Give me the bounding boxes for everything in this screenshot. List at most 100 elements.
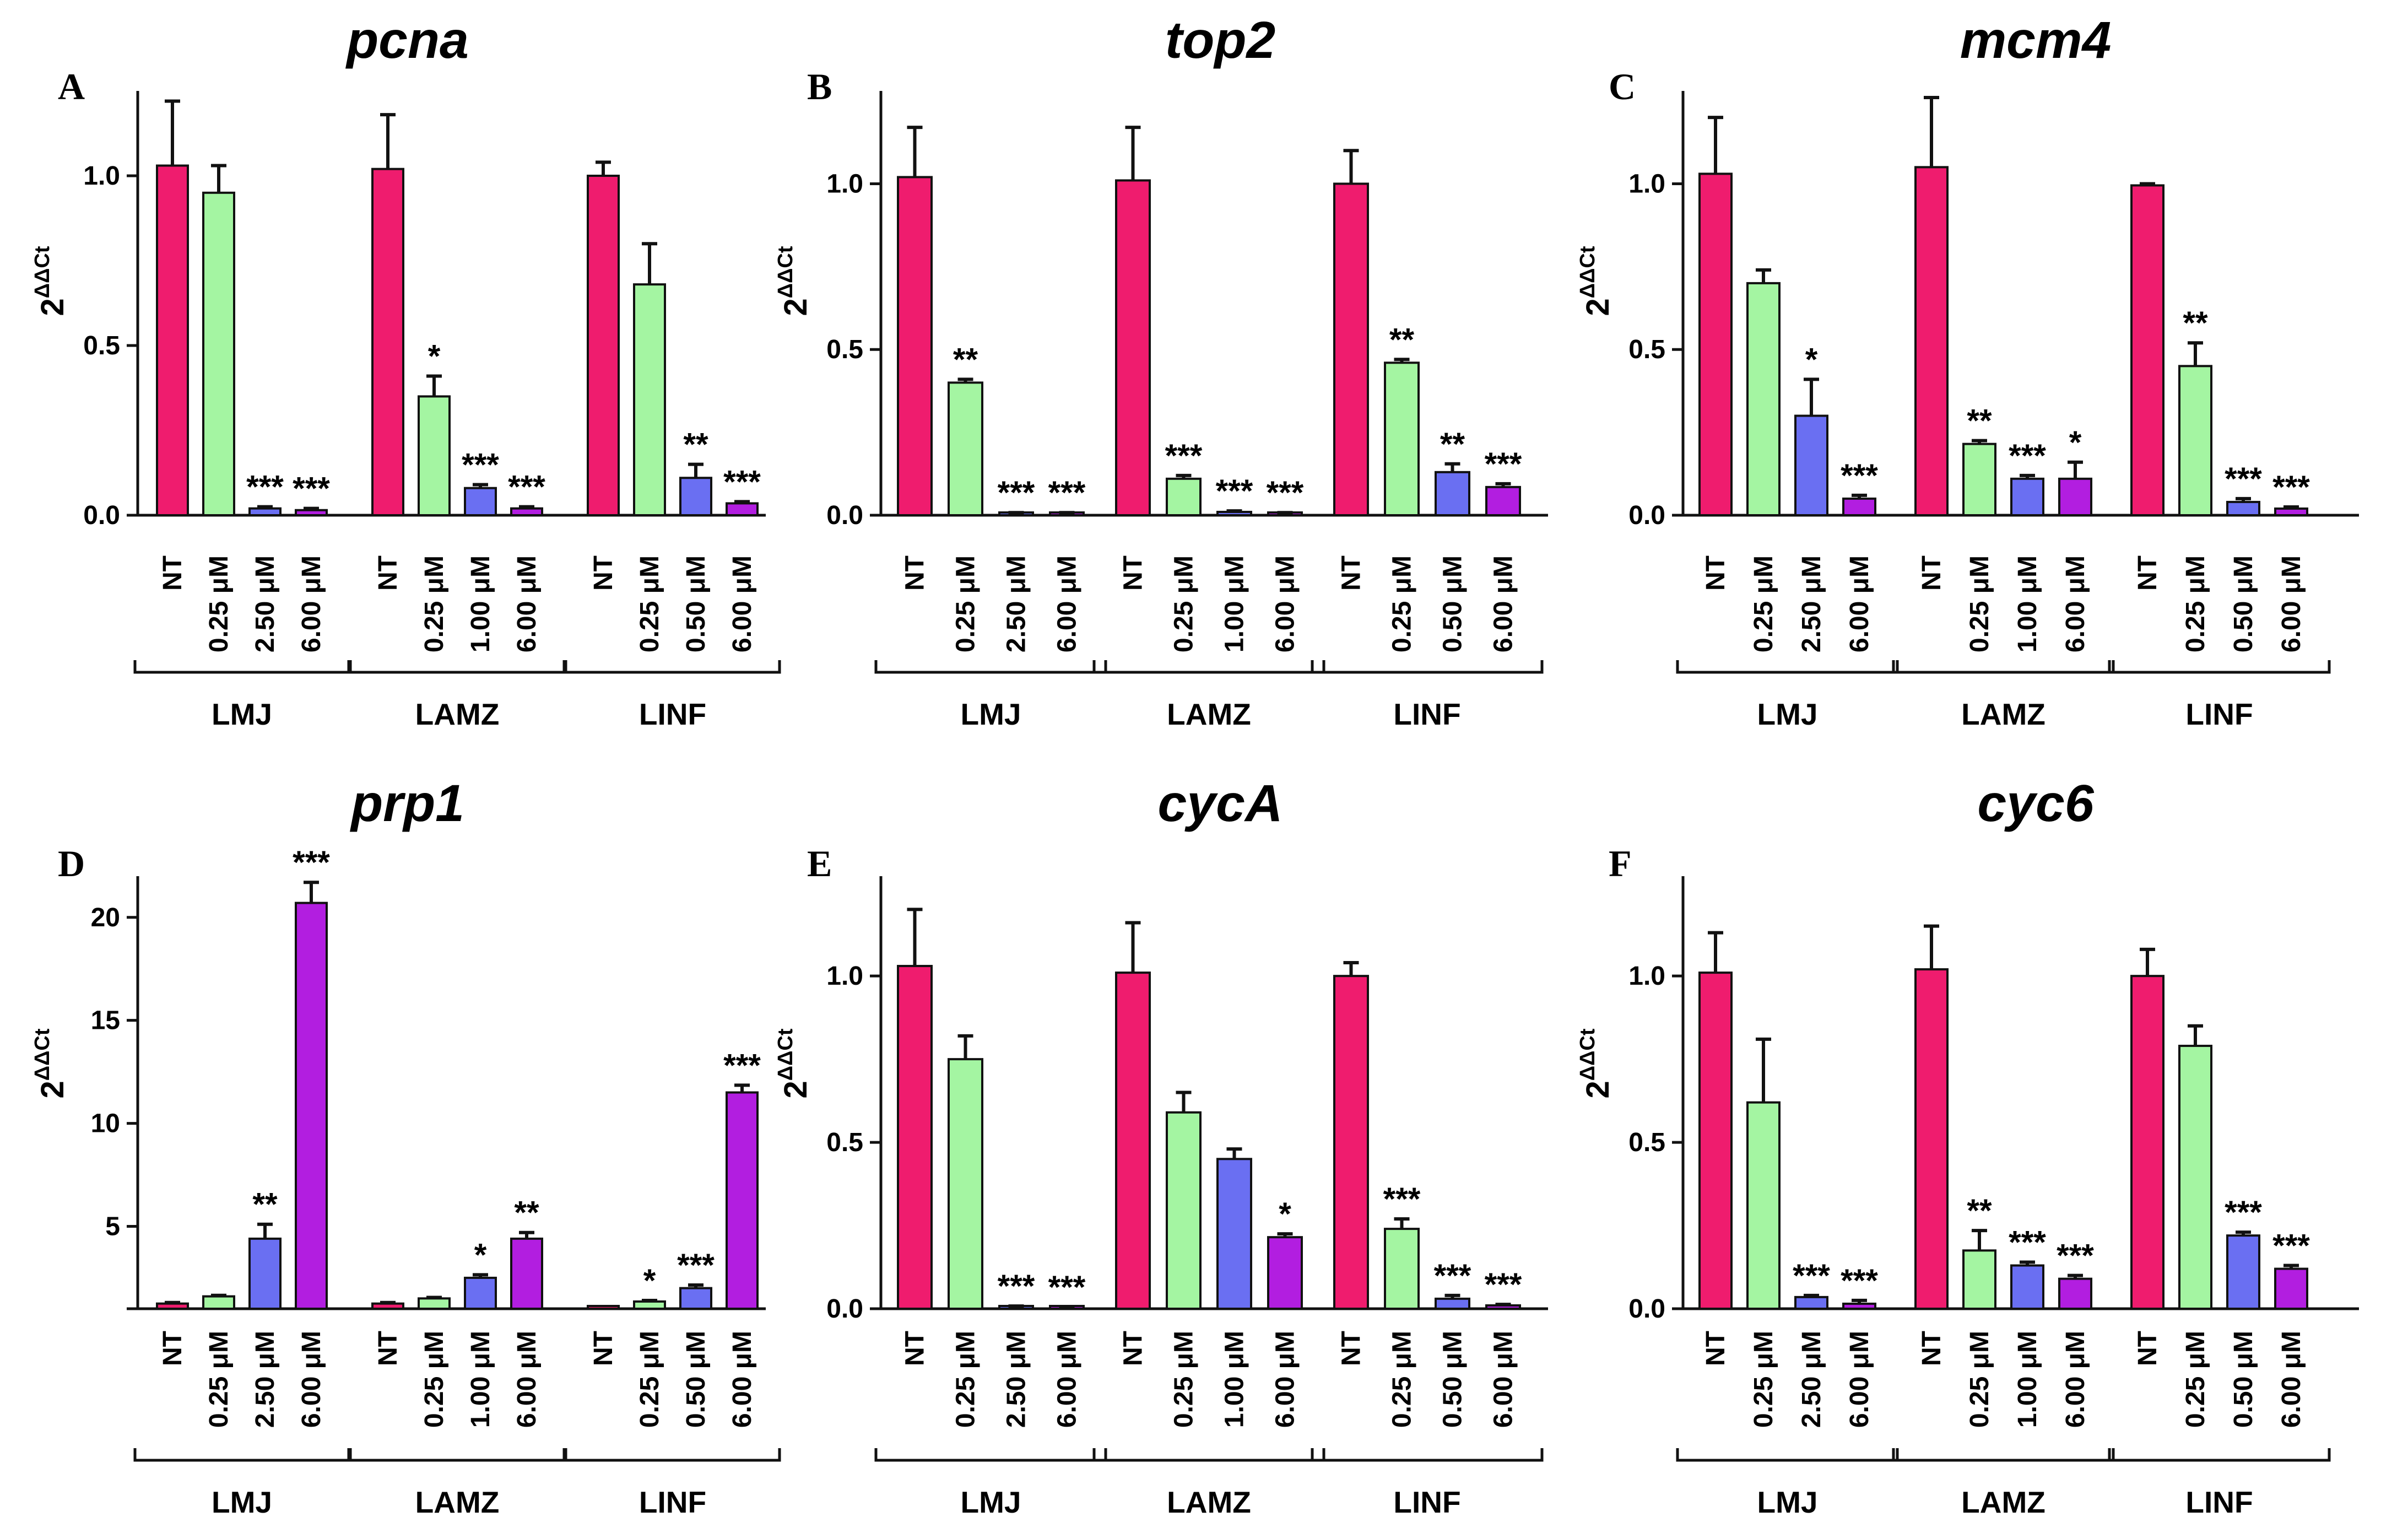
bar xyxy=(202,191,235,516)
bar xyxy=(464,1276,497,1310)
group-label: LMJ xyxy=(961,1485,1021,1519)
x-category-label: 0.25 μM xyxy=(1388,1331,1417,1428)
bar xyxy=(633,1300,666,1310)
bar xyxy=(2010,477,2044,516)
significance-marker: *** xyxy=(1434,1258,1471,1294)
y-axis-label: 2ΔΔCt xyxy=(31,1028,71,1098)
y-axis-label-base: 2 xyxy=(35,298,71,316)
y-tick-label: 0.0 xyxy=(826,501,863,530)
y-tick-label: 0.0 xyxy=(1628,1294,1665,1324)
bar xyxy=(587,1305,620,1310)
x-category-label: 6.00 μM xyxy=(512,1331,542,1428)
bar xyxy=(1384,1228,1420,1310)
significance-marker: *** xyxy=(1048,475,1086,511)
x-category-label: 6.00 μM xyxy=(728,555,757,652)
bar xyxy=(1698,971,1733,1310)
panel-letter: C xyxy=(1609,66,1636,107)
significance-marker: ** xyxy=(252,1187,278,1223)
bar xyxy=(371,1302,404,1310)
x-category-label: 0.50 μM xyxy=(681,555,711,652)
x-category-label: 0.50 μM xyxy=(1438,1331,1468,1428)
x-category-label: NT xyxy=(901,1331,930,1366)
y-axis-label-exponent: ΔΔCt xyxy=(774,246,797,298)
x-category-label: NT xyxy=(374,1331,403,1366)
x-category-label: NT xyxy=(374,555,403,591)
x-category-label: NT xyxy=(1119,555,1148,591)
bar xyxy=(1216,1158,1252,1310)
bar xyxy=(1333,975,1369,1310)
group-label: LINF xyxy=(639,1485,706,1519)
significance-marker: *** xyxy=(293,471,330,507)
significance-marker: ** xyxy=(1389,322,1415,358)
x-category-label: NT xyxy=(1337,1331,1366,1366)
significance-marker: *** xyxy=(2057,1238,2094,1274)
x-category-label: 6.00 μM xyxy=(1489,555,1518,652)
group-bracket xyxy=(1892,1448,2115,1462)
y-tick-label: 0.0 xyxy=(1628,501,1665,530)
x-category-label: 2.50 μM xyxy=(1002,555,1031,652)
significance-marker: *** xyxy=(1165,438,1203,474)
bar xyxy=(1962,442,1996,516)
panel-title: mcm4 xyxy=(1960,11,2112,69)
group-bracket xyxy=(564,660,781,674)
y-axis-label: 2ΔΔCt xyxy=(1576,246,1616,316)
x-category-label: 0.25 μM xyxy=(2181,555,2210,652)
x-category-label: 6.00 μM xyxy=(297,1331,326,1428)
group-label: LAMZ xyxy=(1961,1485,2046,1519)
significance-marker: ** xyxy=(1440,427,1465,462)
group-label: LAMZ xyxy=(1167,1485,1251,1519)
panel-title: pcna xyxy=(345,11,469,69)
y-tick-label: 10 xyxy=(91,1109,120,1138)
bar xyxy=(948,381,983,516)
x-category-label: 0.25 μM xyxy=(1388,555,1417,652)
bar xyxy=(295,509,328,517)
x-category-label: 0.50 μM xyxy=(2229,555,2258,652)
y-tick-label: 0.5 xyxy=(826,1128,863,1157)
significance-marker: *** xyxy=(1841,1263,1878,1299)
group-bracket xyxy=(2108,1448,2331,1462)
x-category-label: NT xyxy=(589,555,618,591)
x-category-label: 2.50 μM xyxy=(1002,1331,1031,1428)
significance-marker: * xyxy=(474,1237,487,1273)
x-category-label: 6.00 μM xyxy=(1845,555,1874,652)
y-axis-label: 2ΔΔCt xyxy=(1576,1028,1616,1098)
group-bracket xyxy=(1092,1448,1325,1462)
group-label: LINF xyxy=(639,697,706,731)
significance-marker: *** xyxy=(998,475,1035,511)
x-category-label: 2.50 μM xyxy=(1797,1331,1826,1428)
bar xyxy=(1842,497,1876,516)
bar xyxy=(1115,179,1151,516)
bar xyxy=(587,175,620,516)
y-tick-label: 1.0 xyxy=(1628,962,1665,991)
x-category-label: 0.25 μM xyxy=(635,1331,664,1428)
x-category-label: 0.25 μM xyxy=(1749,1331,1778,1428)
group-label: LMJ xyxy=(961,697,1021,731)
bar xyxy=(1384,361,1420,516)
y-tick-label: 1.0 xyxy=(826,962,863,991)
group-bracket xyxy=(349,1448,566,1462)
x-category-label: 6.00 μM xyxy=(1053,555,1082,652)
y-axis-label-base: 2 xyxy=(778,1081,814,1098)
x-category-label: 0.50 μM xyxy=(2229,1331,2258,1428)
panel-letter: A xyxy=(58,66,85,107)
x-category-label: 0.25 μM xyxy=(1965,1331,1994,1428)
x-category-label: 6.00 μM xyxy=(1489,1331,1518,1428)
bar xyxy=(1267,1236,1303,1310)
x-category-label: 0.25 μM xyxy=(204,555,234,652)
y-tick-label: 5 xyxy=(105,1212,120,1241)
significance-marker: *** xyxy=(1383,1181,1421,1217)
bar xyxy=(633,283,666,516)
y-axis-label: 2ΔΔCt xyxy=(774,246,814,316)
bar xyxy=(1333,182,1369,516)
group-bracket xyxy=(1311,1448,1544,1462)
y-tick-label: 0.5 xyxy=(826,335,863,364)
significance-marker: *** xyxy=(2009,1224,2046,1260)
group-label: LMJ xyxy=(1757,697,1818,731)
y-axis-label-base: 2 xyxy=(778,298,814,316)
bar xyxy=(464,487,497,516)
y-axis-label-exponent: ΔΔCt xyxy=(774,1028,797,1081)
group-label: LAMZ xyxy=(415,697,500,731)
x-category-label: 0.25 μM xyxy=(635,555,664,652)
